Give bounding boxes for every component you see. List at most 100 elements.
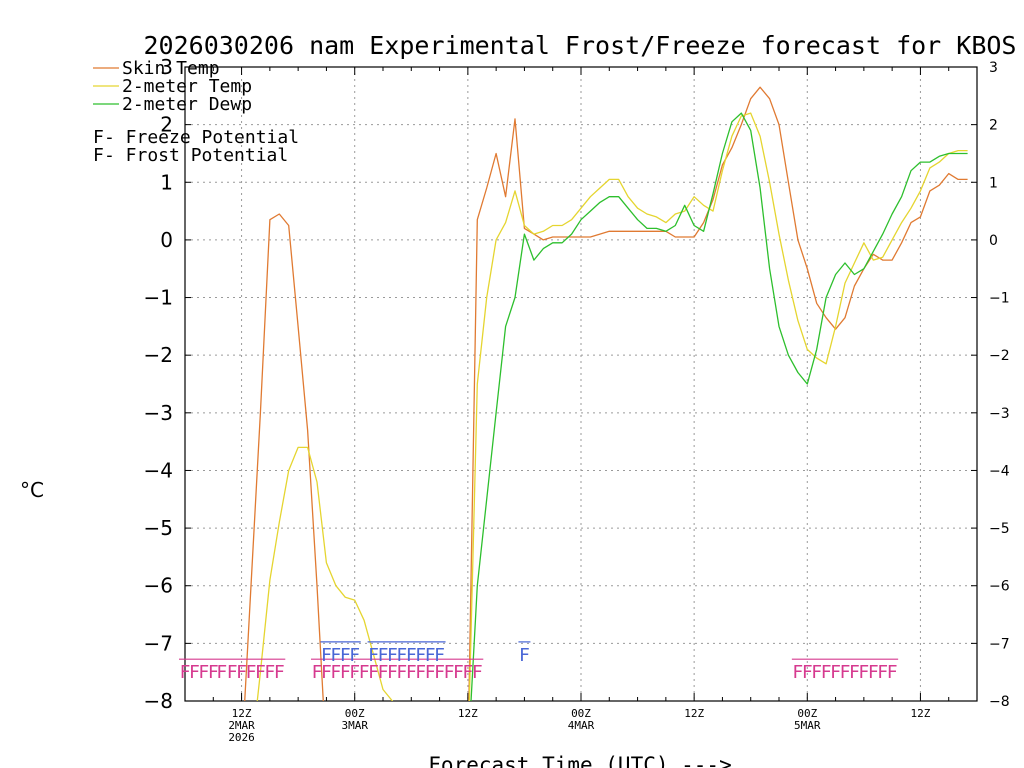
freeze-potential-marker: F [792, 662, 803, 683]
freeze-potential-marker: F [425, 662, 436, 683]
legend-label: Skin Temp [122, 58, 220, 79]
frost-potential-marker: F [434, 645, 445, 666]
y-tick-label: −3 [144, 401, 173, 425]
x-tick-label: 12Z [910, 707, 930, 720]
potential-legend-label: - Frost Potential [104, 145, 288, 166]
freeze-potential-marker: F [802, 662, 813, 683]
x-tick-label: 3MAR [341, 719, 368, 732]
freeze-potential-marker: F [453, 662, 464, 683]
freeze-potential-marker: F [811, 662, 822, 683]
y-axis-left: −8 −7 −6 −5 −4 −3 −2 −1 0 1 2 3 [144, 55, 191, 713]
y-tick-label: −6 [144, 574, 173, 598]
x-tick-label: 00Z [345, 707, 365, 720]
x-axis-label: Forecast Time (UTC) ---> [428, 753, 731, 768]
freeze-potential-marker: F [368, 662, 379, 683]
y-tick-label: −8 [144, 689, 173, 713]
x-tick-label: 12Z [458, 707, 478, 720]
y-tick-label-right: −8 [989, 694, 1010, 710]
y-tick-label: 0 [160, 228, 173, 252]
y-tick-label-right: −6 [989, 579, 1010, 595]
freeze-potential-marker: F [415, 662, 426, 683]
freeze-potential-marker: F [198, 662, 209, 683]
frost-potential-marker: F [519, 645, 530, 666]
frost-potential-marker: F [321, 645, 332, 666]
y-tick-label-right: −2 [989, 348, 1010, 364]
freeze-potential-marker: F [274, 662, 285, 683]
freeze-potential-marker: F [312, 662, 323, 683]
series-line-skin-temp [244, 86, 968, 701]
y-tick-label-right: −7 [989, 636, 1010, 652]
x-tick-label: 00Z [571, 707, 591, 720]
y-tick-label-right: 1 [989, 175, 998, 191]
freeze-potential-marker: F [349, 662, 360, 683]
potential-legend-mark: F [93, 145, 104, 166]
freeze-potential-marker: F [208, 662, 219, 683]
x-tick-label: 2MAR [228, 719, 255, 732]
y-axis-right: −8 −7 −6 −5 −4 −3 −2 −1 0 1 2 3 [971, 60, 1010, 710]
freeze-potential-marker: F [180, 662, 191, 683]
grid-lines [185, 67, 977, 701]
y-tick-label-right: 2 [989, 118, 998, 134]
freeze-potential-marker: F [877, 662, 888, 683]
y-axis-label: °C [20, 478, 44, 502]
freeze-potential-marker: F [462, 662, 473, 683]
frost-potential-marker: F [415, 645, 426, 666]
y-tick-label: −5 [144, 516, 173, 540]
freeze-potential-marker: F [246, 662, 257, 683]
frost-potential-marker: F [368, 645, 379, 666]
frost-potential-marker: F [349, 645, 360, 666]
x-tick-label: 12Z [684, 707, 704, 720]
y-tick-label-right: −3 [989, 406, 1010, 422]
y-tick-label: 2 [160, 113, 173, 137]
potential-legend-label: - Freeze Potential [104, 127, 299, 148]
freeze-potential-marker: F [227, 662, 238, 683]
freeze-potential-marker: F [378, 662, 389, 683]
x-tick-label: 2026 [228, 731, 255, 744]
freeze-potential-marker: F [330, 662, 341, 683]
freeze-potential-marker: F [821, 662, 832, 683]
legend-label: 2-meter Temp [122, 76, 252, 97]
x-tick-label: 4MAR [568, 719, 595, 732]
freeze-potential-marker: F [858, 662, 869, 683]
freeze-potential-marker: F [472, 662, 483, 683]
freeze-potential-marker: F [264, 662, 275, 683]
freeze-potential-marker: F [387, 662, 398, 683]
y-tick-label: −2 [144, 343, 173, 367]
y-tick-label: −7 [144, 631, 173, 655]
freeze-potential-marker: F [236, 662, 247, 683]
frost-potential-marker: F [425, 645, 436, 666]
freeze-potential-marker: F [340, 662, 351, 683]
frost-potential-marker: F [387, 645, 398, 666]
freeze-potential-marker: F [434, 662, 445, 683]
series-line-2-meter-dewp [470, 112, 968, 701]
x-tick-label: 5MAR [794, 719, 821, 732]
frost-potential-marker: F [340, 645, 351, 666]
y-tick-label: 1 [160, 170, 173, 194]
y-tick-label: 3 [160, 55, 173, 79]
frost-potential-marker: F [330, 645, 341, 666]
y-tick-label-right: −1 [989, 291, 1010, 307]
potential-legend-mark: F [93, 127, 104, 148]
freeze-potential-marker: F [321, 662, 332, 683]
freeze-potential-marker: F [359, 662, 370, 683]
freeze-potential-marker: F [255, 662, 266, 683]
freeze-potential-marker: F [396, 662, 407, 683]
y-tick-label-right: −4 [989, 463, 1010, 479]
x-tick-label: 12Z [232, 707, 252, 720]
frost-potential-marker: F [378, 645, 389, 666]
freeze-potential-marker: F [840, 662, 851, 683]
y-tick-label-right: −5 [989, 521, 1010, 537]
freeze-potential-marker: F [868, 662, 879, 683]
y-tick-label-right: 0 [989, 233, 998, 249]
chart-title: 2026030206 nam Experimental Frost/Freeze… [144, 31, 1017, 60]
y-tick-label: −1 [144, 286, 173, 310]
legend-label: 2-meter Dewp [122, 94, 252, 115]
y-tick-label-right: 3 [989, 60, 998, 76]
freeze-potential-marker: F [189, 662, 200, 683]
freeze-potential-marker: F [830, 662, 841, 683]
series-lines [244, 86, 968, 701]
x-tick-label: 00Z [797, 707, 817, 720]
